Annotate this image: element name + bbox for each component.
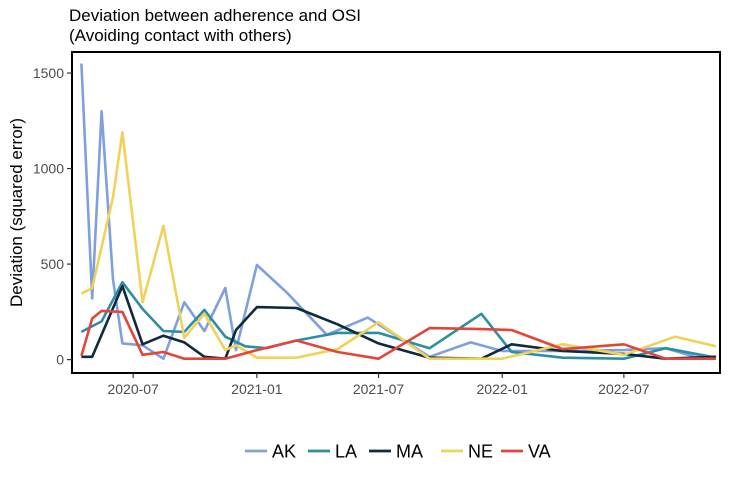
legend-label-ak: AK: [272, 442, 296, 462]
legend-label-va: VA: [528, 442, 551, 462]
y-tick-label: 500: [41, 256, 65, 272]
chart-title-line: Deviation between adherence and OSI: [69, 6, 361, 25]
series-lines: [80, 63, 717, 360]
y-tick-label: 1500: [33, 65, 64, 81]
x-axis: 2020-07 2021-01 2021-07 2022-01 2022-07: [107, 373, 650, 397]
x-tick-label: 2021-07: [353, 381, 405, 397]
x-tick-label: 2021-01: [231, 381, 283, 397]
series-line-ma: [81, 284, 717, 360]
chart-title-line: (Avoiding contact with others): [69, 26, 292, 45]
y-axis-title: Deviation (squared error): [7, 118, 26, 307]
legend-label-ma: MA: [396, 442, 423, 462]
series-line-va: [80, 309, 716, 360]
y-tick-label: 0: [56, 352, 64, 368]
chart-title: Deviation between adherence and OSI(Avoi…: [69, 6, 361, 45]
x-tick-label: 2020-07: [107, 381, 159, 397]
x-tick-label: 2022-01: [477, 381, 529, 397]
y-tick-label: 1000: [33, 161, 64, 177]
y-axis: 0 500 1000 1500: [33, 65, 72, 368]
legend: AK LA MA NE VA: [245, 442, 551, 462]
x-tick-label: 2022-07: [598, 381, 650, 397]
plot-panel: [71, 51, 721, 374]
legend-label-ne: NE: [468, 442, 493, 462]
legend-label-la: LA: [335, 442, 357, 462]
